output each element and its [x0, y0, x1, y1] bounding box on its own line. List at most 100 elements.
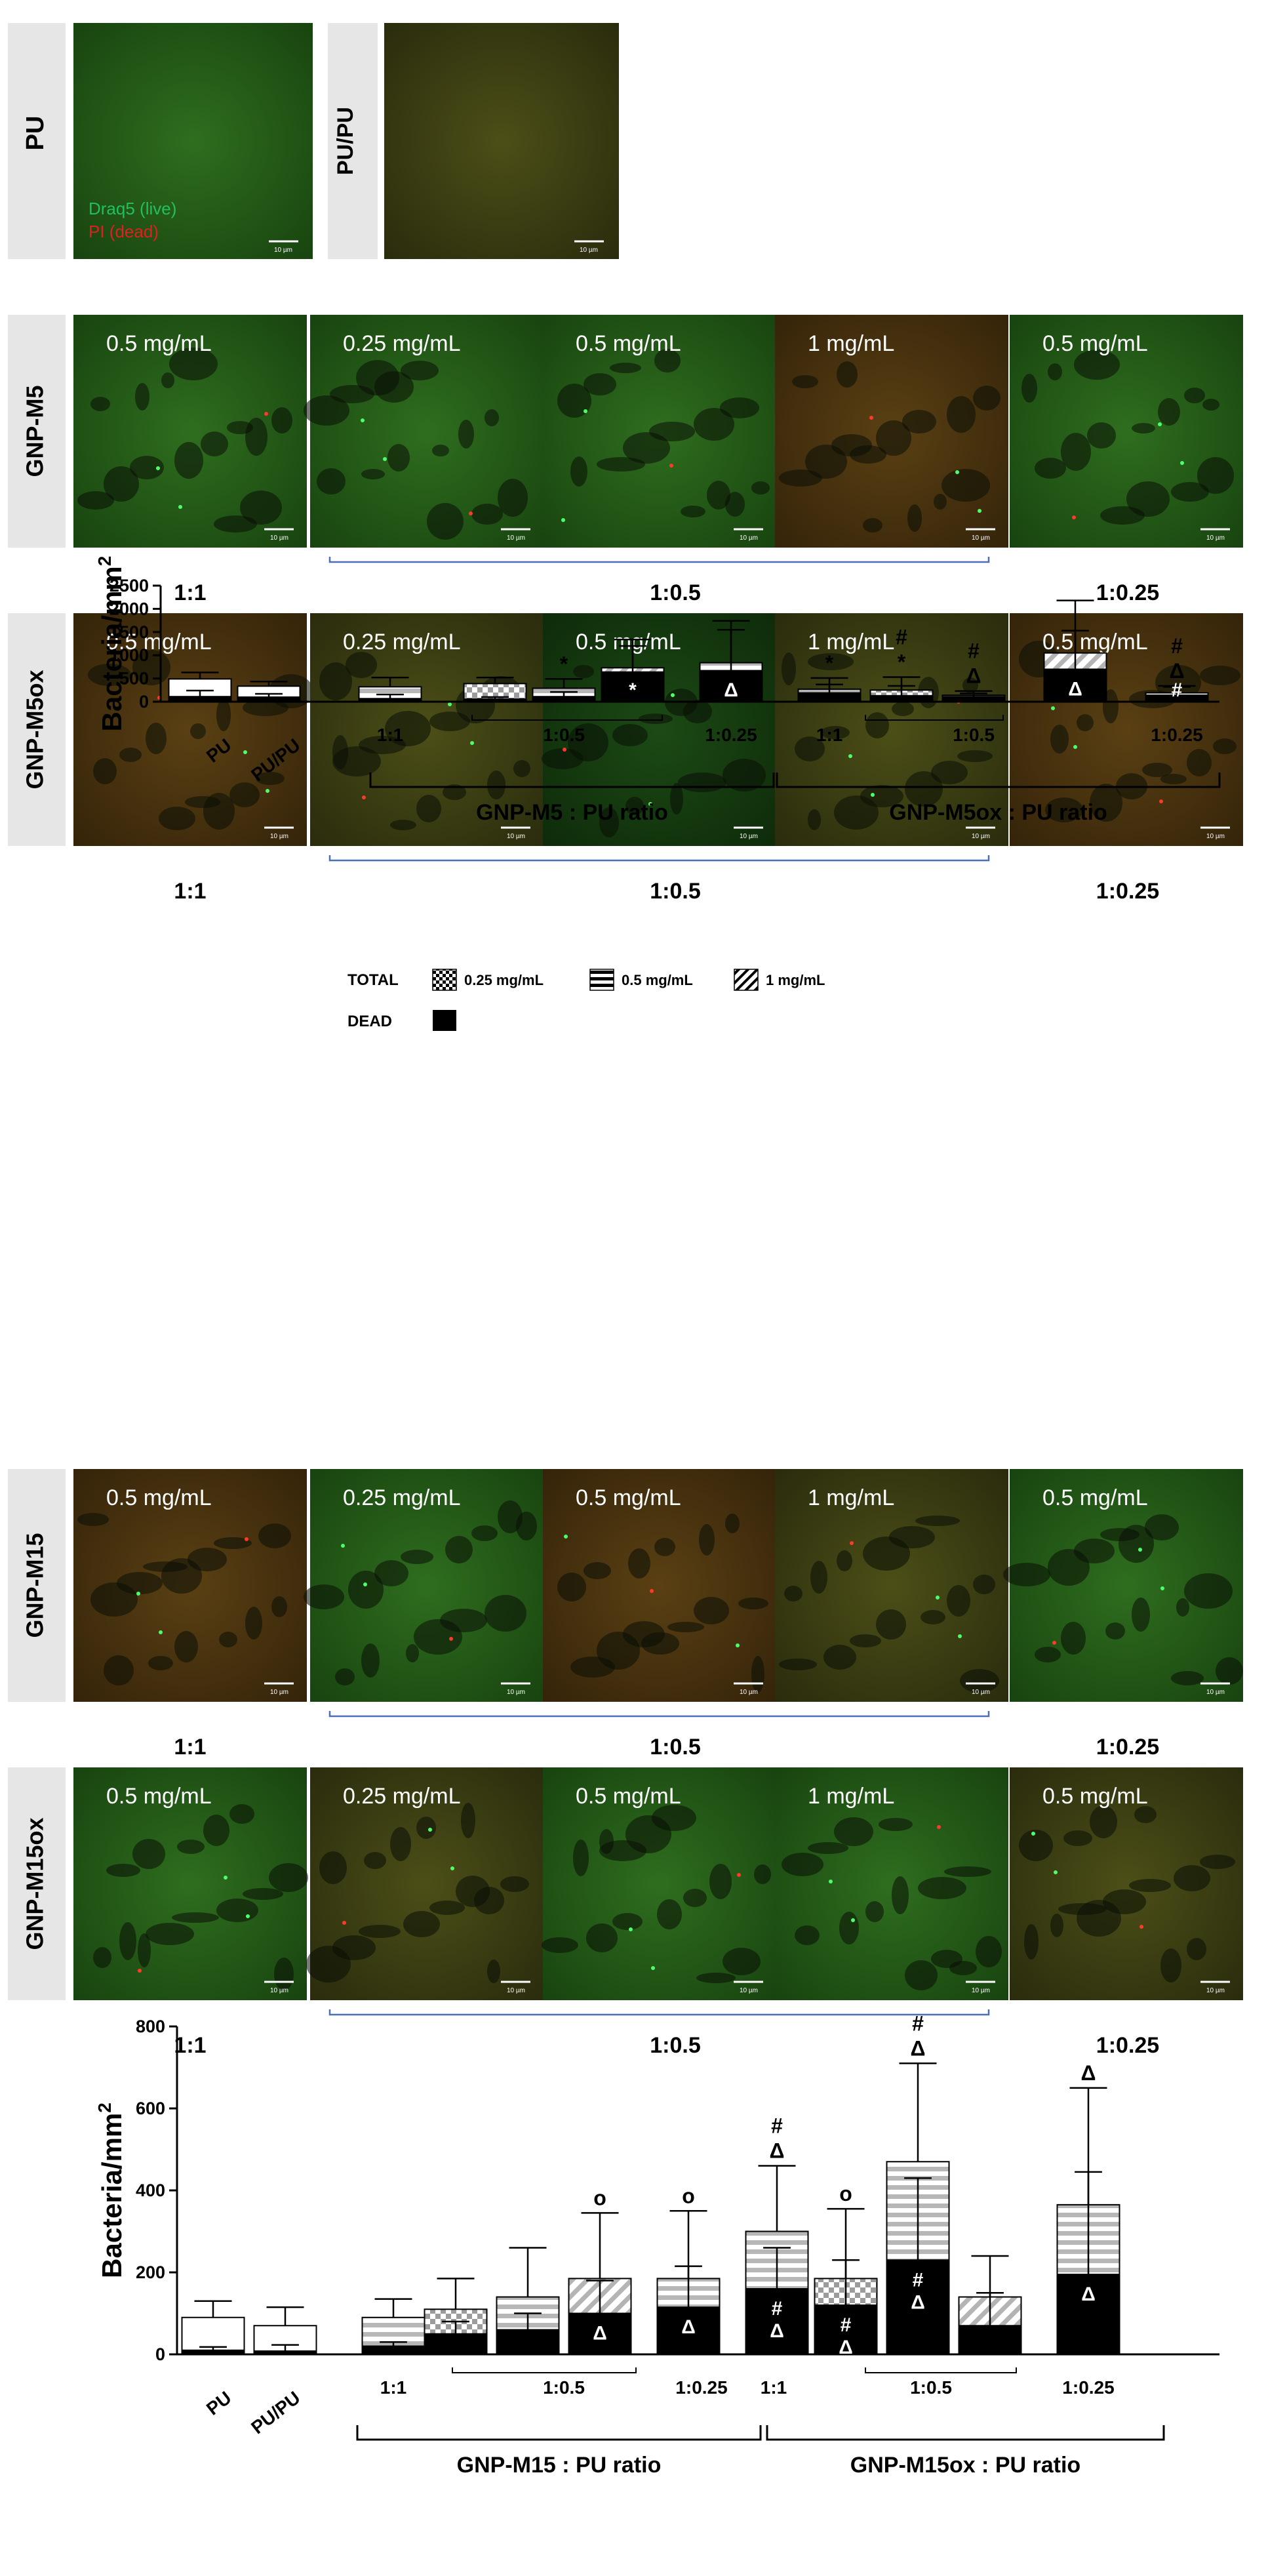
dark-region — [947, 396, 976, 433]
bar-group — [656, 2210, 721, 2355]
dark-region — [941, 469, 990, 502]
x-group-label: 1:0.5 — [543, 2377, 585, 2398]
ratio-group-label: GNP-M5 : PU ratio — [476, 800, 668, 825]
cell-dot — [266, 789, 269, 793]
cell-dot — [1139, 1925, 1143, 1929]
dark-region — [271, 1596, 287, 1617]
legend-total-label: TOTAL — [347, 971, 399, 989]
cell-dot — [564, 1535, 568, 1539]
dark-region — [707, 481, 730, 510]
dark-region — [201, 432, 228, 456]
scale-bar-label: 10 µm — [972, 1987, 990, 1994]
cell-dot — [671, 693, 675, 697]
subgroup-bracket — [865, 715, 1004, 721]
bar-group — [797, 677, 862, 703]
annotation-mark: # — [841, 2314, 852, 2336]
bar-group — [532, 678, 596, 703]
cell-dot — [156, 466, 160, 470]
dead-bar — [358, 698, 422, 702]
dark-region — [1100, 1528, 1139, 1541]
dark-region — [976, 1936, 1002, 1967]
bar-group — [568, 2212, 632, 2355]
dark-region — [185, 796, 220, 808]
cell-dot — [469, 512, 473, 515]
dark-region — [1058, 1903, 1107, 1915]
cell-dot — [363, 1582, 367, 1586]
dark-region — [720, 397, 759, 418]
ratio-label: 1:0.25 — [1096, 879, 1159, 904]
legend-item-label: 0.25 mg/mL — [464, 972, 544, 988]
dark-region — [599, 1829, 614, 1854]
dark-region — [805, 445, 847, 479]
micrograph-tile: 0.25 mg/mL 10 µm — [304, 315, 544, 548]
dark-region — [889, 1526, 935, 1548]
dark-region — [304, 395, 349, 426]
micrograph-image — [73, 1767, 307, 2000]
x-group-label: 1:0.25 — [675, 2377, 727, 2398]
dark-region — [1003, 1563, 1050, 1586]
row-label: GNP-M5ox — [22, 670, 49, 789]
subgroup-bracket — [471, 715, 663, 721]
dark-region — [918, 1877, 966, 1899]
annotation-mark: * — [560, 652, 568, 675]
dark-region — [106, 1864, 140, 1877]
annotation-mark: # — [1171, 634, 1183, 658]
cell-dot — [1052, 1641, 1056, 1645]
dark-region — [1171, 1671, 1204, 1685]
bar-group — [253, 2306, 317, 2355]
dark-region — [649, 422, 695, 441]
dark-region — [104, 1655, 134, 1685]
cell-dot — [669, 464, 673, 468]
dark-region — [146, 723, 167, 754]
annotation-mark: Δ — [839, 2337, 853, 2358]
dark-region — [304, 1584, 344, 1609]
dark-region — [892, 1876, 909, 1914]
ratio-group-bracket — [766, 2425, 1165, 2441]
dark-region — [77, 491, 114, 510]
dark-region — [865, 712, 889, 738]
dark-region — [456, 1876, 490, 1907]
dark-region — [839, 1912, 859, 1944]
dark-region — [573, 1840, 589, 1876]
annotation-mark: # — [968, 639, 980, 663]
dark-region — [1176, 1598, 1189, 1617]
concentration-label: 1 mg/mL — [808, 630, 894, 654]
dark-region — [837, 1550, 852, 1571]
dark-region — [821, 726, 850, 739]
dark-region — [960, 1669, 999, 1693]
cell-dot — [584, 409, 587, 413]
dead-bar — [869, 694, 934, 703]
cell-dot — [736, 1643, 740, 1647]
concentration-label: 0.25 mg/mL — [343, 331, 461, 356]
dead-bar — [797, 692, 862, 702]
annotation-mark: o — [839, 2182, 852, 2205]
micrograph-tile: 0.5 mg/mL 10 µm — [1010, 613, 1243, 846]
dark-region — [485, 1595, 526, 1632]
dark-region — [190, 723, 206, 739]
bar-group — [1043, 599, 1107, 703]
cell-dot — [1158, 422, 1162, 426]
dark-region — [240, 491, 282, 525]
bar-group — [358, 676, 422, 702]
legend-live-text: Draq5 (live) — [89, 199, 176, 218]
cell-dot — [1160, 1586, 1164, 1590]
dark-region — [177, 1840, 205, 1854]
ratio-group-bracket — [776, 773, 1221, 788]
dark-region — [1061, 433, 1091, 471]
dark-region — [317, 468, 346, 494]
annotation-mark: Δ — [1170, 659, 1185, 683]
y-tick-label: 0 — [139, 692, 149, 712]
dark-region — [1048, 363, 1062, 380]
dark-region — [1035, 458, 1066, 479]
row-label-box — [8, 1767, 66, 2000]
dark-region — [500, 1876, 529, 1892]
annotation-mark: Δ — [911, 2291, 925, 2313]
cell-dot — [937, 1825, 941, 1829]
y-tick-label: 800 — [136, 2017, 165, 2036]
top-panel-label: PU — [22, 116, 49, 151]
dark-region — [723, 1948, 761, 1975]
bar-group — [886, 2063, 950, 2355]
dark-region — [699, 1524, 715, 1556]
